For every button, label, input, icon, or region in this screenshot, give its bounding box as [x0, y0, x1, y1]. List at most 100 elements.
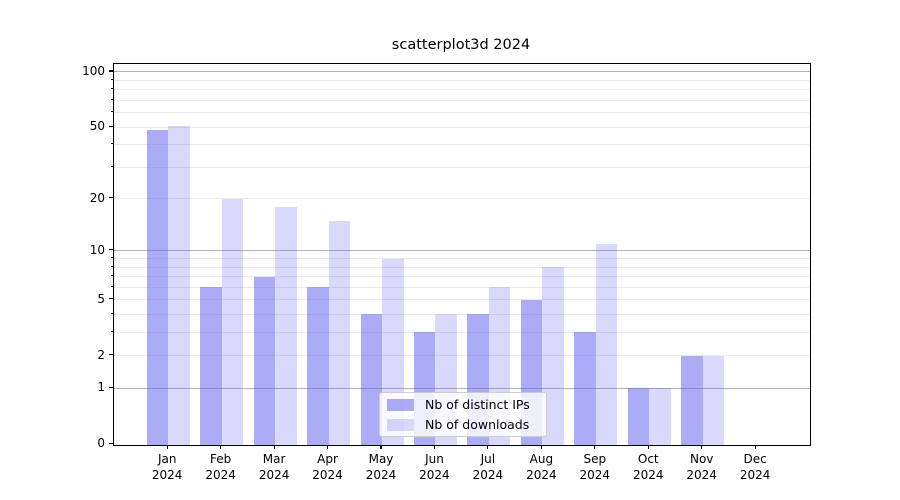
legend: Nb of distinct IPs Nb of downloads — [379, 392, 547, 437]
legend-label-downloads: Nb of downloads — [425, 417, 530, 432]
x-tick-label: Aug 2024 — [509, 452, 573, 483]
x-tick-month: Oct — [637, 452, 659, 466]
x-tick-month: Aug — [529, 452, 554, 466]
x-tick-year: 2024 — [312, 467, 343, 482]
gridline-minor — [114, 331, 810, 333]
x-tick — [594, 445, 596, 449]
bar-downloads — [221, 198, 244, 445]
y-minor-tick — [110, 88, 113, 90]
x-tick-month: Sep — [583, 452, 607, 466]
x-tick-month: Dec — [743, 452, 767, 466]
bar-distinct-ips — [681, 355, 703, 445]
gridline-minor — [114, 299, 810, 301]
y-minor-tick — [110, 265, 113, 267]
x-tick — [647, 445, 649, 449]
legend-swatch-downloads — [387, 418, 414, 431]
x-tick — [380, 445, 382, 449]
x-tick-label: Nov 2024 — [670, 452, 734, 483]
x-tick-year: 2024 — [419, 467, 450, 482]
x-tick — [273, 445, 275, 449]
x-tick — [487, 445, 489, 449]
y-tick-label: 1 — [97, 380, 105, 395]
x-tick-label: Sep 2024 — [563, 452, 627, 483]
bar-downloads — [702, 355, 725, 445]
gridline-minor — [114, 276, 810, 278]
x-tick — [540, 445, 542, 449]
y-tick-label: 5 — [97, 291, 105, 306]
y-tick — [108, 386, 113, 388]
x-tick-month: Nov — [689, 452, 714, 466]
x-tick-year: 2024 — [579, 467, 611, 482]
gridline-minor — [114, 313, 810, 315]
y-minor-tick — [110, 143, 113, 145]
gridline-minor — [114, 286, 810, 288]
bar-downloads — [649, 388, 671, 445]
x-tick-month: Jun — [425, 452, 444, 466]
gridline-minor — [114, 112, 810, 114]
bar-downloads — [595, 243, 618, 445]
bar-downloads — [168, 125, 190, 445]
x-tick-label: May 2024 — [349, 452, 413, 483]
gridline-minor — [114, 266, 810, 268]
bar-downloads — [275, 206, 297, 445]
y-minor-tick — [110, 111, 113, 113]
bar-distinct-ips — [200, 287, 222, 445]
bar-distinct-ips — [627, 388, 650, 445]
y-minor-tick — [110, 285, 113, 287]
y-tick — [108, 442, 113, 444]
gridline-major — [114, 71, 810, 73]
x-tick-year: 2024 — [686, 467, 717, 482]
y-tick-label: 2 — [97, 347, 105, 362]
gridline-minor — [114, 355, 810, 357]
bar-distinct-ips — [574, 332, 596, 445]
x-tick-label: Jul 2024 — [456, 452, 520, 483]
gridline-minor — [114, 126, 810, 128]
gridline-minor — [114, 99, 810, 101]
gridline-major — [114, 250, 810, 252]
bar-distinct-ips — [360, 314, 382, 445]
gridline-minor — [114, 258, 810, 260]
y-minor-tick — [110, 312, 113, 314]
x-tick-month: Apr — [317, 452, 338, 466]
x-tick-label: Oct 2024 — [616, 452, 680, 483]
legend-label-distinct-ips: Nb of distinct IPs — [425, 397, 530, 412]
y-tick — [108, 298, 113, 300]
gridline-minor — [114, 89, 810, 91]
x-tick — [326, 445, 329, 449]
y-minor-tick — [110, 257, 113, 259]
x-tick — [433, 445, 436, 449]
y-minor-tick — [110, 275, 113, 277]
x-tick-year: 2024 — [526, 467, 557, 482]
gridline-minor — [114, 79, 810, 81]
gridline-minor — [114, 166, 810, 168]
y-tick — [108, 70, 113, 72]
y-tick-label: 0 — [97, 436, 105, 451]
gridline-minor — [114, 198, 810, 200]
legend-entry-downloads: Nb of downloads — [387, 417, 546, 432]
x-tick-label: Mar 2024 — [242, 452, 306, 483]
x-tick-year: 2024 — [632, 467, 664, 482]
plot-area: Nb of distinct IPs Nb of downloads — [113, 63, 811, 446]
x-tick-year: 2024 — [472, 467, 504, 482]
x-tick-label: Feb 2024 — [189, 452, 253, 483]
y-tick-label: 10 — [89, 242, 105, 257]
x-tick-label: Jun 2024 — [402, 452, 466, 483]
x-tick-year: 2024 — [739, 467, 771, 482]
x-tick-year: 2024 — [151, 467, 183, 482]
x-tick-month: Mar — [262, 452, 286, 466]
x-tick — [701, 445, 703, 449]
gridline-major — [114, 387, 810, 389]
legend-entry-distinct-ips: Nb of distinct IPs — [387, 397, 546, 412]
y-tick-label: 100 — [82, 63, 105, 78]
x-tick-label: Jan 2024 — [135, 452, 199, 483]
y-tick-label: 50 — [89, 119, 105, 134]
bar-distinct-ips — [146, 130, 169, 445]
y-minor-tick — [110, 165, 113, 167]
x-tick-label: Apr 2024 — [296, 452, 360, 483]
x-tick-month: Feb — [210, 452, 232, 466]
y-minor-tick — [110, 330, 113, 332]
x-tick-year: 2024 — [258, 467, 290, 482]
x-tick-label: Dec 2024 — [723, 452, 787, 483]
x-tick — [166, 445, 168, 449]
